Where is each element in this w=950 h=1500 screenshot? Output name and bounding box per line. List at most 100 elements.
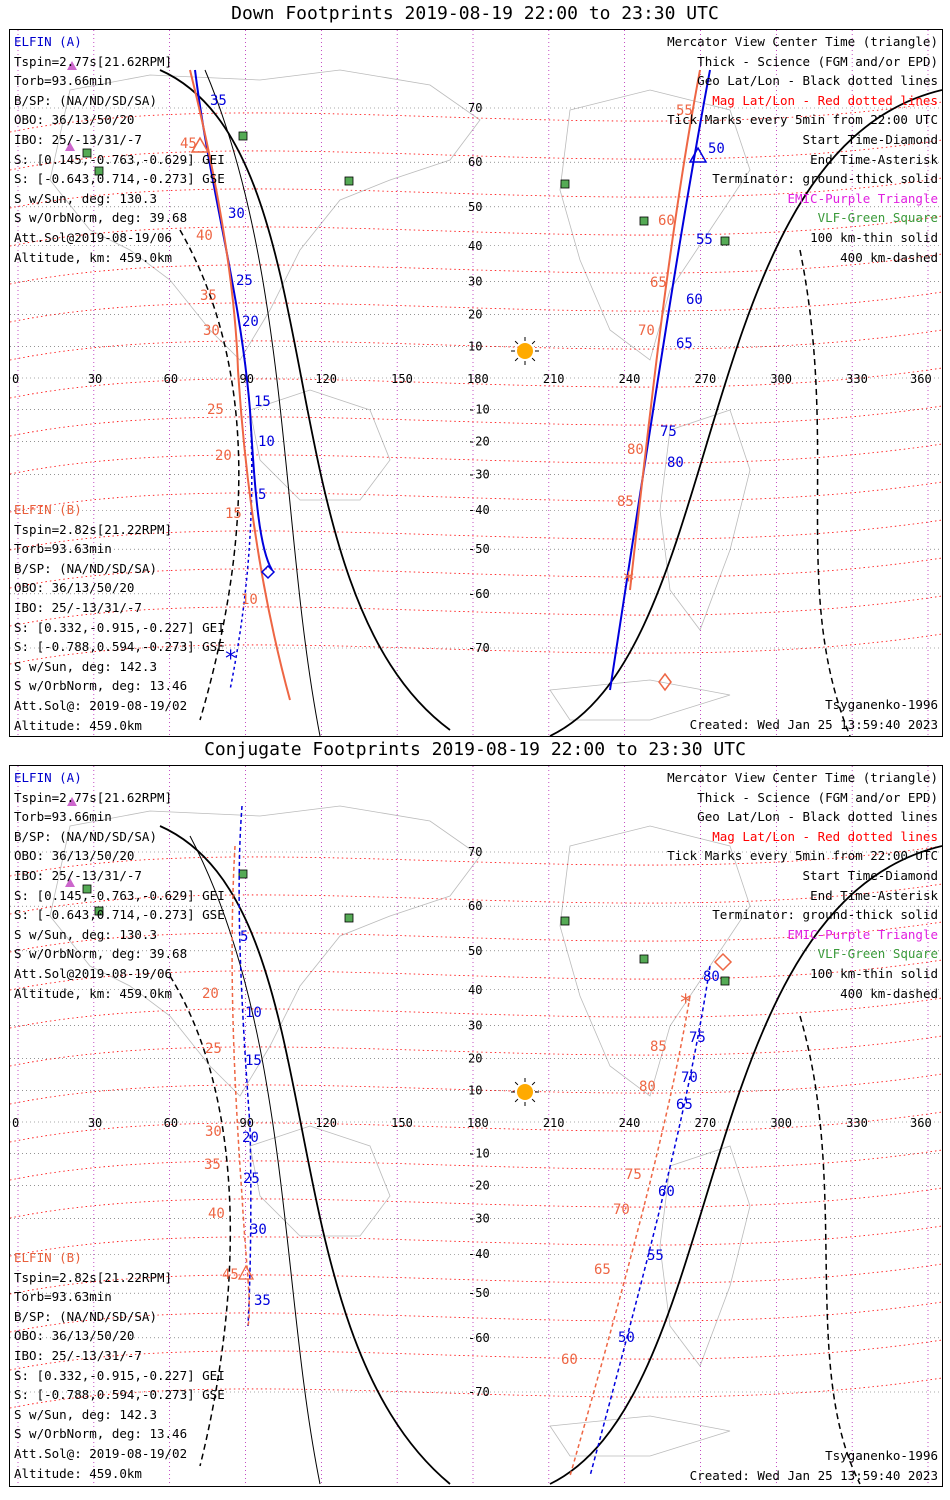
info-line: IBO: 25/-13/31/-7 [14,1347,142,1363]
lon-tick-label: 270 [695,372,717,386]
info-line: S w/OrbNorm, deg: 13.46 [14,678,188,694]
elfin-b-time-tick: 85 [650,1039,667,1055]
legend-item: Terminator: ground-thick solid [712,907,938,923]
lon-tick-label: 330 [846,1116,868,1130]
mag-lat-gridline [10,1035,942,1067]
mag-lat-gridline [10,291,942,323]
center-triangle [688,146,708,163]
terminator-100km [204,69,321,736]
elfin-a-time-tick: 50 [708,141,725,157]
created-timestamp: Created: Wed Jan 25 13:59:40 2023 [689,716,938,732]
lat-tick-label: 40 [468,239,482,253]
lon-tick-label: 300 [770,1116,792,1130]
mag-lat-gridline [10,215,942,247]
vlf-station-square [560,179,570,189]
elfin-b-time-tick: 60 [561,1352,578,1368]
lon-tick-label: 60 [164,372,178,386]
lon-tick-label: 240 [619,1116,641,1130]
mag-lat-gridline [10,1149,942,1181]
mag-lat-gridline [10,1111,942,1143]
elfin-b-time-tick: 30 [205,1124,222,1140]
sun-icon [517,343,533,359]
elfin-b-time-tick: 60 [658,213,675,229]
landmass-outline [659,1145,751,1367]
down-footprints-map[interactable]: 0 30 60 90 120 150 180 210 240 270 300 330 360 70 60 50… [9,29,943,737]
info-line: Torb=93.66min [14,73,112,89]
start-diamond [260,564,276,580]
lat-tick-label: -30 [468,468,490,482]
emic-station-triangle [67,797,77,806]
vlf-station-square [720,236,730,246]
panel-title-down: Down Footprints 2019-08-19 22:00 to 23:3… [231,3,719,24]
lat-tick-label: 30 [468,274,482,288]
lon-tick-label: 300 [770,372,792,386]
conjugate-map-canvas[interactable]: 0 30 60 90 120 150 180 210 240 270 300 330 360 70 60 50… [10,766,942,1486]
elfin-a-time-tick: 20 [242,1130,259,1146]
emic-station-triangle [65,142,75,151]
vlf-station-square [344,913,354,923]
elfin-a-time-tick: 10 [258,434,275,450]
sun-ray [531,340,536,345]
info-line: B/SP: (NA/ND/SD/SA) [14,1308,157,1324]
landmass-outline [249,1125,391,1237]
lat-tick-label: -40 [468,503,490,517]
end-asterisk: * [224,647,237,672]
lon-tick-label: 30 [88,372,102,386]
legend-item: Tick Marks every 5min from 22:00 UTC [667,848,938,864]
terminator-400km [179,229,851,736]
info-line: S: [0.332,-0.915,-0.227] GEI [14,1367,225,1383]
info-line: Torb=93.66min [14,809,112,825]
vlf-station-square [94,166,104,176]
elfin-b-time-tick: 15 [225,506,242,522]
info-line: Att.Sol@2019-08-19/06 [14,965,173,981]
elfin-a-time-tick: 60 [686,292,703,308]
conjugate-footprints-map[interactable]: 0 30 60 90 120 150 180 210 240 270 300 330 360 70 60 50… [9,765,943,1487]
lat-tick-label: 50 [468,200,482,214]
elfin-b-time-tick: 80 [627,442,644,458]
lon-tick-label: 150 [391,372,413,386]
elfin-a-time-tick: 25 [236,273,253,289]
footer-info: Tsyganenko-1996 Created: Wed Jan 25 13:5… [690,1446,938,1485]
elfin-b-track-2 [629,69,701,591]
start-diamond [658,672,672,692]
mag-lat-gridline [10,557,942,589]
down-map-canvas[interactable]: 0 30 60 90 120 150 180 210 240 270 300 330 360706050… [10,30,942,736]
sun-ray [514,1098,519,1103]
elfin-a-track-2 [609,69,711,691]
elfin-b-label: ELFIN (B) [14,1250,82,1265]
mag-lat-gridline [10,883,942,915]
elfin-a-track [238,805,252,1327]
vlf-station-square [344,176,354,186]
lon-tick-label: 240 [619,372,641,386]
info-line: S: [0.145,-0.763,-0.629] GEI [14,151,225,167]
elfin-b-time-tick: 70 [638,323,655,339]
mag-lat-gridline [10,405,942,437]
lat-tick-label: -40 [468,1247,490,1261]
info-line: Tspin=2.82s[21.22RPM] [14,1269,173,1285]
info-line: B/SP: (NA/ND/SD/SA) [14,92,157,108]
info-line: S w/OrbNorm, deg: 13.46 [14,1426,188,1442]
terminator-line [159,69,942,736]
legend-item: Geo Lat/Lon - Black dotted lines [697,809,938,825]
info-line: S w/Sun, deg: 130.3 [14,926,157,942]
mag-lat-gridline [10,1073,942,1105]
elfin-a-time-tick: 65 [676,336,693,352]
mag-lat-gridline [10,101,942,133]
elfin-a-time-tick: 50 [618,1330,635,1346]
mag-lat-gridline [10,519,942,551]
model-label: Tsyganenko-1996 [825,697,938,712]
panel-title-conjugate: Conjugate Footprints 2019-08-19 22:00 to… [204,739,746,760]
start-diamond [713,952,733,972]
elfin-a-time-tick: 15 [245,1053,262,1069]
info-line: Altitude: 459.0km [14,717,142,733]
elfin-b-info: ELFIN (B) Tspin=2.82s[21.22RPM] Torb=93.… [14,1248,225,1483]
lon-tick-label: 330 [846,372,868,386]
vlf-station-square [82,884,92,894]
legend-item: End Time-Asterisk [810,887,938,903]
lon-tick-label: 30 [88,1116,102,1130]
info-line: S w/Sun, deg: 142.3 [14,1406,157,1422]
info-line: Altitude: 459.0km [14,1465,142,1481]
elfin-b-time-tick: 40 [196,228,213,244]
info-line: IBO: 25/-13/31/-7 [14,599,142,615]
lon-tick-label: 150 [391,1116,413,1130]
